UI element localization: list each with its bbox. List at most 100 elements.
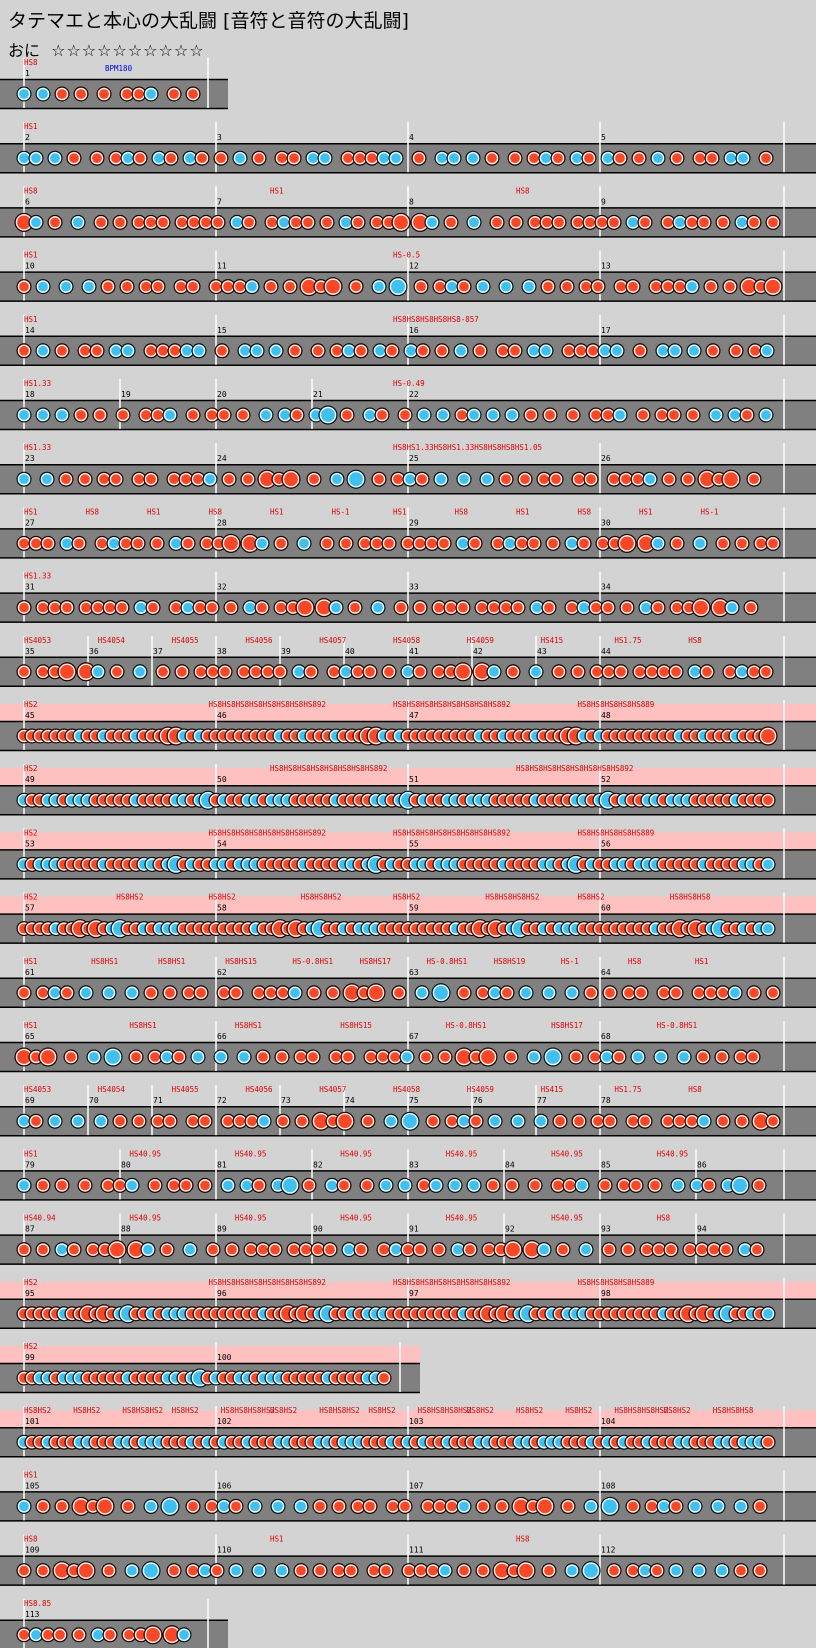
don-note (185, 279, 201, 295)
bar-number: 48 (601, 711, 611, 720)
scroll-speed-label: HS2 (24, 893, 38, 902)
bar-number: 22 (409, 390, 419, 399)
scroll-speed-label: HS-0.8HS1 (427, 957, 468, 966)
note-rim (561, 1500, 575, 1513)
note-rim (434, 473, 448, 486)
scroll-speed-label: HS4056 (245, 1085, 273, 1094)
note-rim (306, 1050, 320, 1064)
note-rim (479, 1048, 497, 1066)
note-rim (392, 986, 406, 999)
note-rim (103, 1628, 117, 1641)
scroll-speed-label: HS1 (24, 507, 38, 516)
scroll-speed-label: HS1.33 (24, 572, 51, 581)
don-note (478, 1047, 498, 1067)
note-rim (336, 1113, 354, 1130)
don-note (453, 662, 473, 682)
don-note (263, 279, 279, 295)
note-rim (225, 1243, 239, 1256)
note-rim (148, 1179, 162, 1192)
course-label: おに (8, 41, 41, 60)
scroll-speed-label: HS4054 (98, 1085, 126, 1094)
note-rim (734, 1564, 748, 1577)
note-rim (444, 216, 458, 229)
scroll-speed-label: HS1 (516, 507, 530, 516)
note-rim (120, 280, 134, 293)
note-rim (113, 1115, 127, 1128)
ka-note (485, 407, 501, 423)
note-rim (53, 1628, 67, 1641)
note-rim (413, 1243, 427, 1256)
ka-note (416, 407, 432, 423)
note-rim (413, 665, 427, 678)
bar-number: 99 (25, 1353, 35, 1362)
note-rim (324, 278, 342, 295)
note-rim (728, 986, 742, 999)
bar-number: 8 (409, 197, 414, 206)
bar-number: 27 (25, 518, 35, 527)
note-rim (499, 473, 513, 486)
don-note (415, 343, 431, 359)
bar-number: 86 (697, 1160, 707, 1169)
note-rim (192, 344, 206, 357)
note-rim (269, 344, 283, 357)
note-rim (17, 473, 31, 486)
note-rim (650, 1564, 664, 1577)
don-note (155, 214, 171, 230)
note-rim (579, 1243, 593, 1256)
don-note (241, 214, 257, 230)
bar-number: 44 (601, 647, 611, 656)
bar-number: 35 (25, 647, 35, 656)
scroll-speed-label: HS40.95 (446, 1149, 478, 1158)
don-note (374, 407, 390, 423)
note-rim (222, 535, 240, 552)
note-rim (17, 344, 31, 357)
note-rim (542, 986, 556, 999)
note-rim (323, 1243, 337, 1256)
don-note (503, 1240, 523, 1260)
scroll-speed-label: HS8 (86, 507, 100, 516)
note-rim (488, 1115, 502, 1128)
note-rim (457, 280, 471, 293)
scroll-speed-label: HS1 (24, 1021, 38, 1030)
note-rim (705, 152, 719, 165)
bar-number: 63 (409, 968, 419, 977)
note-rim (205, 601, 219, 614)
scroll-speed-label: HS40.95 (657, 1149, 689, 1158)
note-rim (725, 601, 739, 614)
note-rim (17, 601, 31, 614)
note-rim (438, 1050, 452, 1064)
note-rim (29, 1115, 43, 1128)
note-rim (709, 408, 723, 422)
note-rim (102, 1564, 116, 1577)
bar-number: 51 (409, 775, 419, 784)
note-rim (115, 601, 129, 614)
ka-note (317, 150, 333, 166)
bar-number: 108 (601, 1481, 616, 1490)
note-rim (582, 1562, 600, 1579)
don-note (414, 471, 430, 487)
note-rim (250, 344, 264, 357)
scroll-speed-label: HS40.95 (129, 1214, 161, 1223)
note-rim (144, 1626, 162, 1643)
bar-number: 28 (217, 518, 227, 527)
scroll-speed-label: HS8HS2 (73, 1406, 100, 1415)
bar-number: 38 (217, 647, 227, 656)
bar-number: 109 (25, 1546, 40, 1555)
note-rim (546, 537, 560, 550)
scroll-speed-label: HS8HS1.33HS8HS1.33HS8HS8HS8HS1.05 (393, 443, 542, 452)
scroll-speed-label: HS8HS8HS8HS8HS8HS8HS8HS892 (393, 828, 510, 837)
note-rim (339, 537, 353, 550)
note-rim (36, 1500, 50, 1513)
bar-number: 17 (601, 326, 611, 335)
ka-note (160, 1496, 180, 1516)
scroll-speed-label: HS8HS2 (24, 1406, 51, 1415)
note-rim (528, 1179, 542, 1192)
scroll-speed-label: HS8HS8HS8HS8HS8HS8HS8HS892 (209, 828, 326, 837)
note-rim (90, 152, 104, 165)
note-rim (565, 1564, 579, 1577)
note-rim (486, 1179, 500, 1192)
note-rim (473, 344, 487, 357)
don-note (213, 150, 229, 166)
note-rim (766, 986, 780, 999)
note-rim (55, 408, 69, 422)
